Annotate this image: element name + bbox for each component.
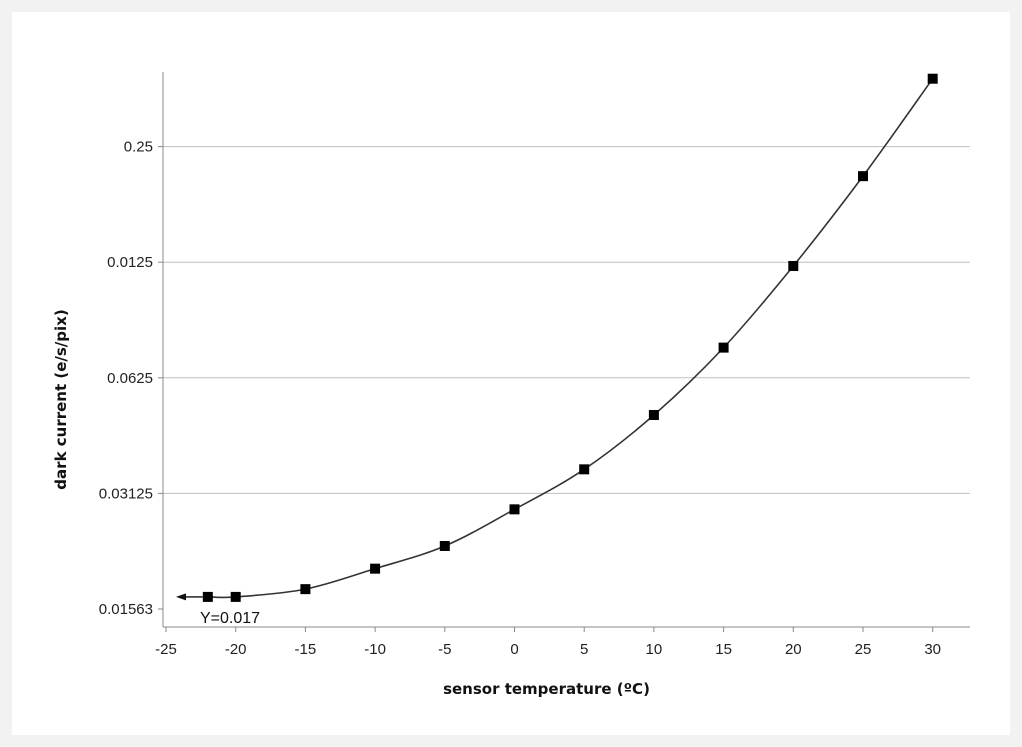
x-tick-label: 25: [855, 641, 872, 658]
y-tick-label: 0.25: [124, 139, 153, 156]
y-tick-label: 0.03125: [99, 485, 153, 502]
annotation-arrow-head: [176, 593, 186, 601]
series-markers: [202, 73, 938, 602]
data-point-marker: [858, 171, 868, 182]
x-tick-label: -20: [225, 641, 247, 658]
y-axis-title: dark current (e/s/pix): [52, 309, 70, 489]
data-point-marker: [718, 342, 729, 353]
data-point-marker: [439, 540, 450, 551]
x-tick-label: -10: [364, 641, 386, 658]
data-point-marker: [579, 464, 590, 475]
annotation: Y=0.017: [176, 593, 260, 627]
axes: [162, 72, 970, 628]
x-tick-label: 20: [785, 641, 802, 658]
x-tick-label: 30: [924, 641, 941, 658]
x-tick-label: -25: [155, 641, 177, 658]
y-tick-label: 0.0125: [107, 254, 153, 271]
annotation-label: Y=0.017: [200, 610, 260, 627]
x-tick-label: 10: [646, 641, 663, 658]
x-tick-label: -5: [438, 641, 451, 658]
data-point-marker: [927, 73, 938, 84]
x-tick-label: -15: [295, 641, 317, 658]
y-tick-labels: 0.01563 0.03125 0.0625 0.0125 0.25: [99, 139, 163, 618]
y-tick-label: 0.0625: [107, 370, 153, 387]
x-axis-title: sensor temperature (ºC): [443, 680, 650, 698]
data-point-marker: [202, 591, 213, 602]
data-point-marker: [648, 410, 659, 421]
x-tick-label: 15: [715, 641, 732, 658]
data-point-marker: [230, 591, 241, 602]
chart-panel: [12, 12, 1010, 735]
x-tick-label: 0: [510, 641, 518, 658]
x-tick-label: 5: [580, 641, 588, 658]
series: [202, 73, 938, 602]
y-tick-label: 0.01563: [99, 601, 153, 618]
data-point-marker: [370, 563, 381, 574]
data-point-marker: [509, 504, 520, 515]
grid-lines: [163, 146, 970, 494]
data-point-marker: [300, 584, 311, 595]
data-point-marker: [788, 260, 799, 271]
x-tick-labels: -25 -20 -15 -10 -5 0 5 10 15 20 25 30: [155, 627, 941, 658]
series-line: [207, 78, 934, 599]
